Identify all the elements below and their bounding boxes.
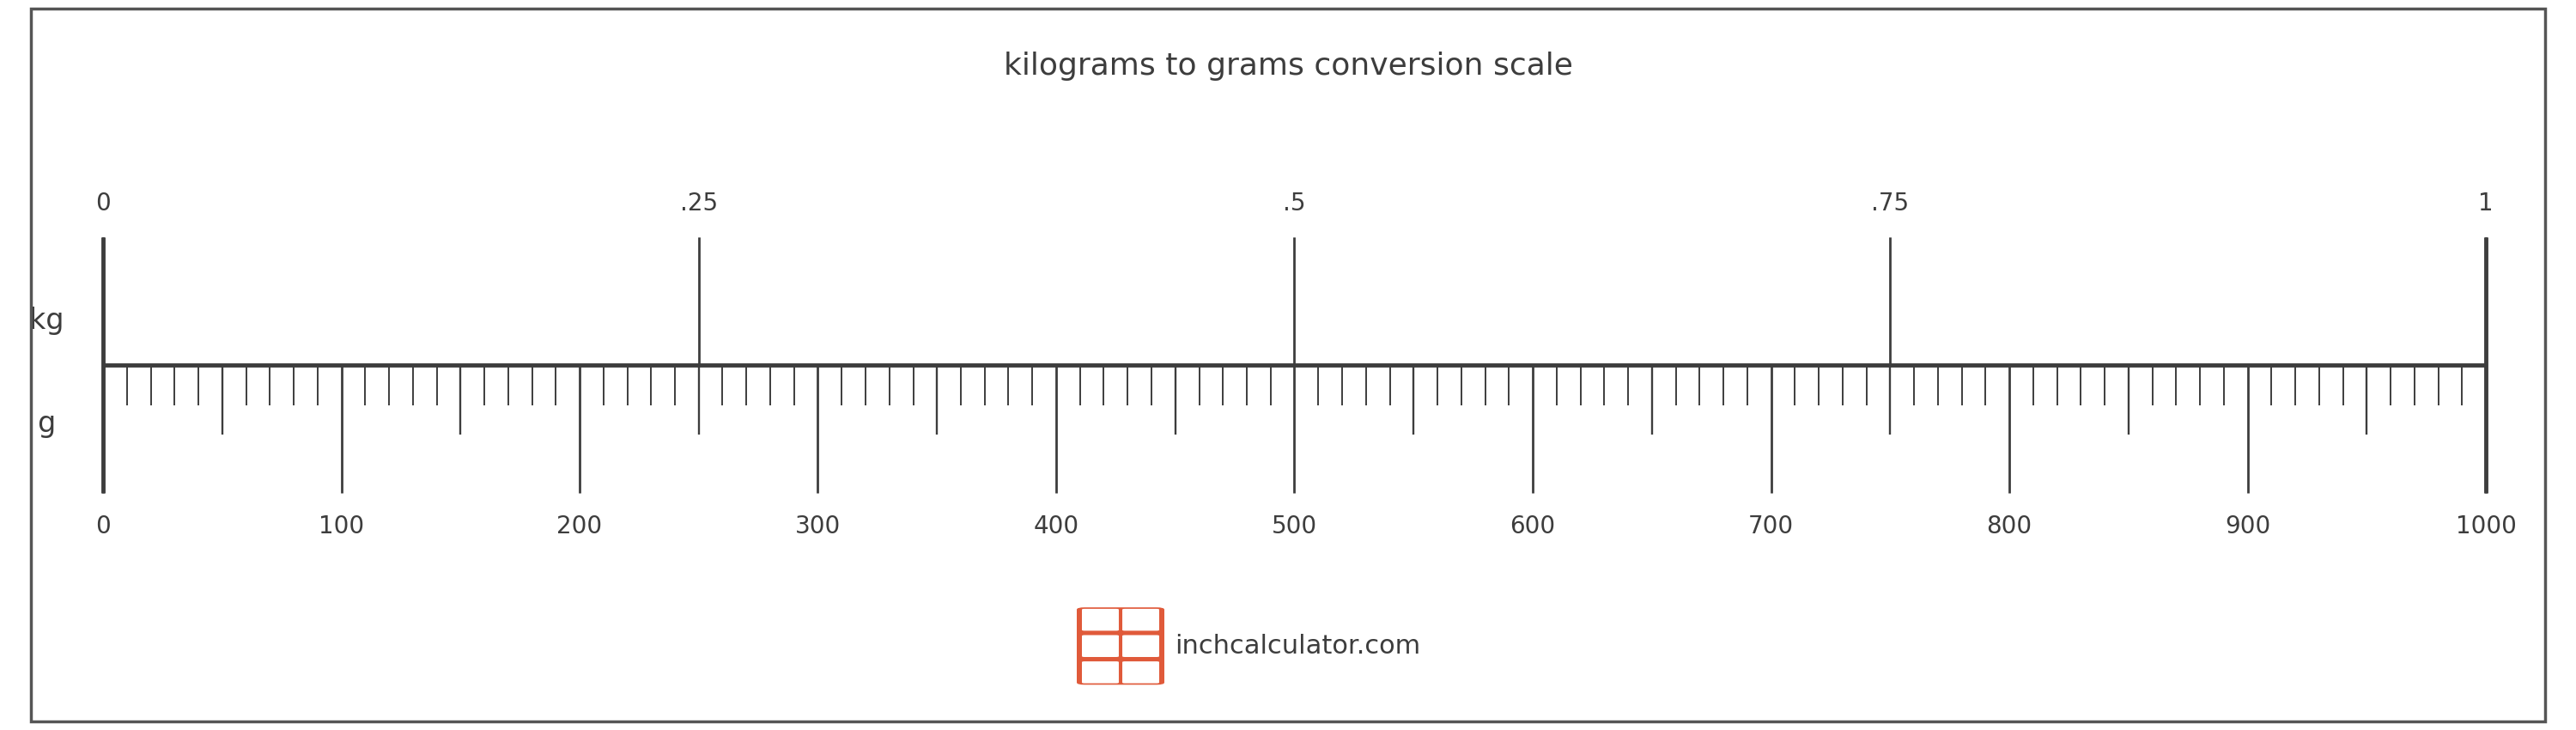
Text: .75: .75	[1870, 191, 1909, 215]
Text: 0: 0	[95, 515, 111, 539]
Text: kilograms to grams conversion scale: kilograms to grams conversion scale	[1005, 51, 1571, 80]
Text: 900: 900	[2226, 515, 2269, 539]
Text: 0: 0	[95, 191, 111, 215]
Text: 400: 400	[1033, 515, 1079, 539]
Text: 600: 600	[1510, 515, 1556, 539]
Text: .5: .5	[1283, 191, 1306, 215]
Text: 800: 800	[1986, 515, 2032, 539]
Text: kg: kg	[28, 307, 64, 335]
Text: inchcalculator.com: inchcalculator.com	[1175, 634, 1419, 658]
Text: 1000: 1000	[2455, 515, 2517, 539]
Text: 200: 200	[556, 515, 603, 539]
Text: g: g	[36, 410, 57, 437]
Text: 300: 300	[796, 515, 840, 539]
Text: 100: 100	[319, 515, 363, 539]
Text: 1: 1	[2478, 191, 2494, 215]
Text: 500: 500	[1273, 515, 1316, 539]
Text: .25: .25	[680, 191, 719, 215]
Text: 700: 700	[1749, 515, 1793, 539]
